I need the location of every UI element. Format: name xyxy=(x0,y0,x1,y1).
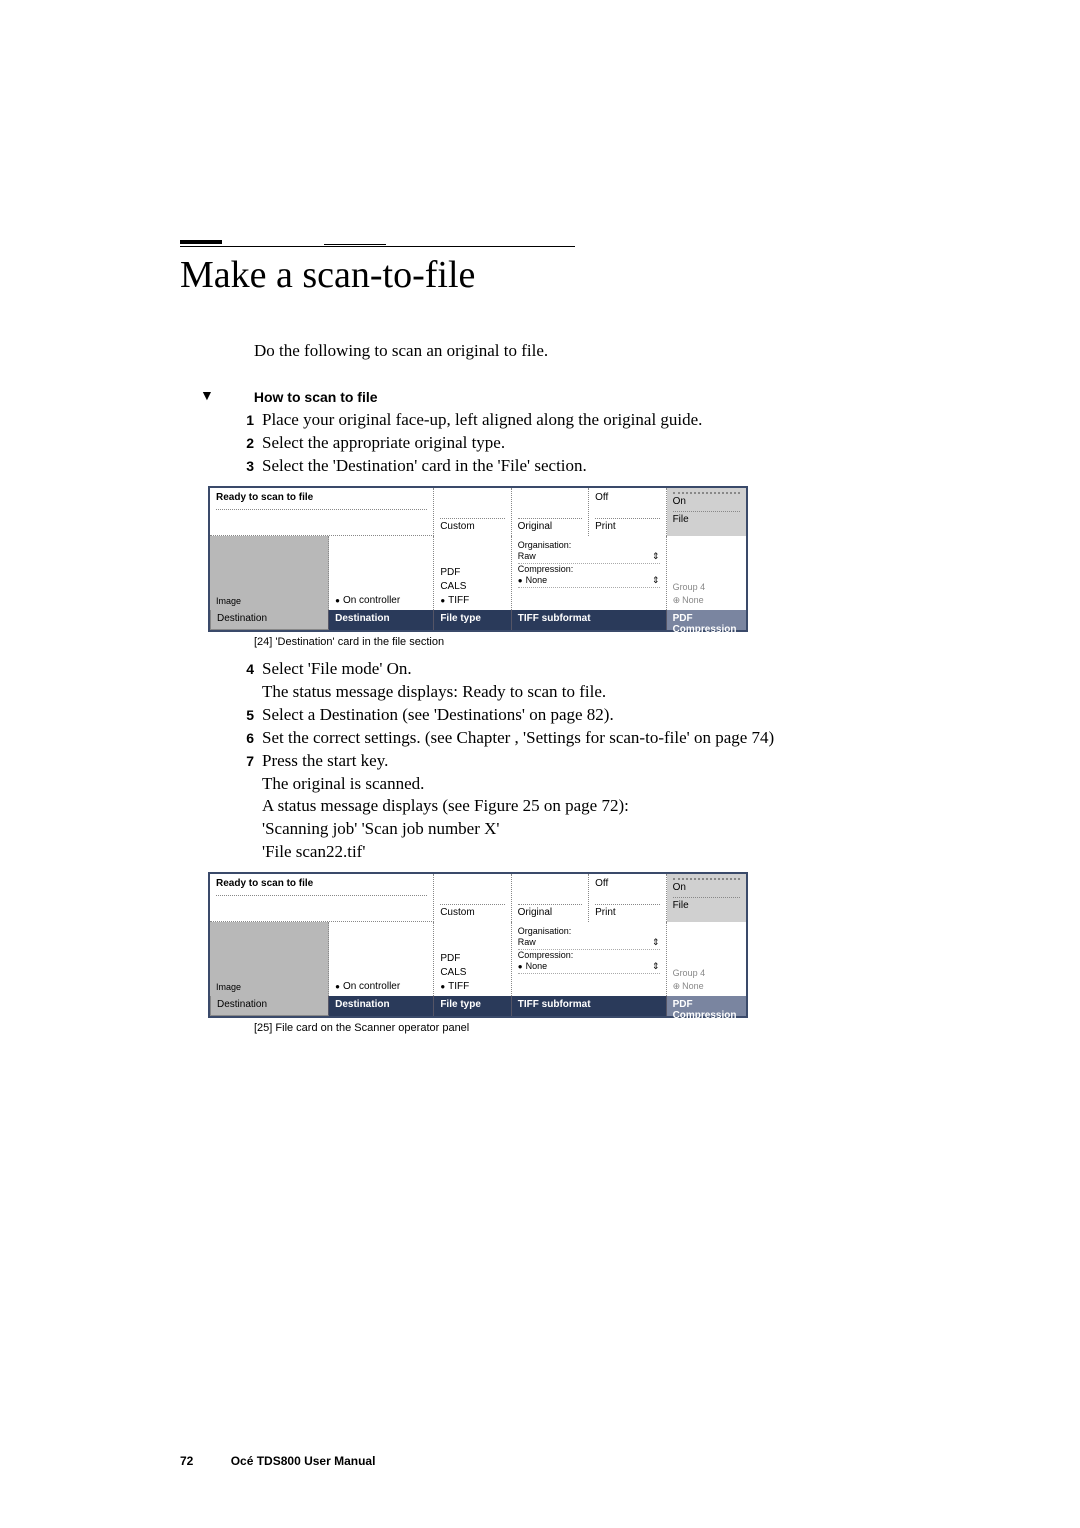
panel-bottom-tabs: Destination Destination File type TIFF s… xyxy=(210,996,746,1016)
tab-pdf-compression: PDF Compression xyxy=(667,996,746,1016)
mid-image: Image xyxy=(210,922,329,996)
step-number: 1 xyxy=(230,409,254,432)
ready-cell: Ready to scan to file xyxy=(210,488,434,536)
step-item: 6 Set the correct settings. (see Chapter … xyxy=(230,727,920,750)
tab-custom: Custom xyxy=(434,488,511,536)
mid-subformat: Organisation: Raw Compression: None xyxy=(512,536,667,610)
tab-file: On File xyxy=(667,874,746,922)
step-item: 1 Place your original face-up, left align… xyxy=(230,409,920,432)
tab-original: Original xyxy=(512,488,589,536)
step-item: 3 Select the 'Destination' card in the 'F… xyxy=(230,455,920,478)
step-text: Press the start key. The original is sca… xyxy=(262,750,920,865)
tab-print: Off Print xyxy=(589,488,666,536)
scanner-panel: Ready to scan to file Custom Original Of… xyxy=(208,872,748,1018)
procedure-header: ▼ How to scan to file xyxy=(200,389,920,405)
mid-image: Image xyxy=(210,536,329,610)
panel-mid-row: Image On controller PDF CALS TIFF Organi… xyxy=(210,536,746,610)
mid-subformat: Organisation: Raw Compression: None xyxy=(512,922,667,996)
tab-print: Off Print xyxy=(589,874,666,922)
mid-filetype: PDF CALS TIFF xyxy=(434,922,511,996)
figure-24-caption: [24] 'Destination' card in the file sect… xyxy=(254,636,920,648)
mid-on-controller: On controller xyxy=(329,536,434,610)
lock-icon xyxy=(673,981,683,991)
tab-pdf-compression: PDF Compression xyxy=(667,610,746,630)
step-item: 7Press the start key. The original is sc… xyxy=(230,750,920,865)
tab-filetype: File type xyxy=(434,610,511,630)
title-rule-thin xyxy=(324,244,386,245)
panel-top-row: Ready to scan to file Custom Original Of… xyxy=(210,874,746,922)
step-text: Set the correct settings. (see Chapter ,… xyxy=(262,727,920,750)
tab-destination-inactive: Destination xyxy=(210,996,329,1016)
step-number: 4 xyxy=(230,658,254,704)
procedure-marker-icon: ▼ xyxy=(200,389,214,405)
manual-name: Océ TDS800 User Manual xyxy=(231,1454,376,1468)
procedure-label: How to scan to file xyxy=(254,389,378,405)
step-item: 2 Select the appropriate original type. xyxy=(230,432,920,455)
step-text: Select a Destination (see 'Destinations'… xyxy=(262,704,920,727)
intro-text: Do the following to scan an original to … xyxy=(254,341,920,361)
ready-text: Ready to scan to file xyxy=(216,878,427,896)
step-number: 2 xyxy=(230,432,254,455)
tab-file: On File xyxy=(667,488,746,536)
tab-destination-active: Destination xyxy=(329,610,434,630)
mid-pdf-compression: Group 4 None xyxy=(667,536,746,610)
figure-24: Ready to scan to file Custom Original Of… xyxy=(208,486,920,632)
ready-text: Ready to scan to file xyxy=(216,492,427,510)
ready-cell: Ready to scan to file xyxy=(210,874,434,922)
scanner-panel: Ready to scan to file Custom Original Of… xyxy=(208,486,748,632)
mid-pdf-compression: Group 4 None xyxy=(667,922,746,996)
step-number: 6 xyxy=(230,727,254,750)
panel-mid-row: Image On controller PDF CALS TIFF Organi… xyxy=(210,922,746,996)
step-number: 3 xyxy=(230,455,254,478)
step-text: Select the appropriate original type. xyxy=(262,432,920,455)
mid-filetype: PDF CALS TIFF xyxy=(434,536,511,610)
tab-destination-inactive: Destination xyxy=(210,610,329,630)
tab-tiff-subformat: TIFF subformat xyxy=(512,610,667,630)
lock-icon xyxy=(673,595,683,605)
tab-tiff-subformat: TIFF subformat xyxy=(512,996,667,1016)
page-title: Make a scan-to-file xyxy=(180,246,575,297)
step-item: 4Select 'File mode' On. The status messa… xyxy=(230,658,920,704)
panel-bottom-tabs: Destination Destination File type TIFF s… xyxy=(210,610,746,630)
steps-list-b: 4Select 'File mode' On. The status messa… xyxy=(230,658,920,864)
tab-filetype: File type xyxy=(434,996,511,1016)
step-item: 5 Select a Destination (see 'Destinations… xyxy=(230,704,920,727)
step-number: 7 xyxy=(230,750,254,865)
tab-custom: Custom xyxy=(434,874,511,922)
panel-top-row: Ready to scan to file Custom Original Of… xyxy=(210,488,746,536)
figure-25-caption: [25] File card on the Scanner operator p… xyxy=(254,1022,920,1034)
figure-25: Ready to scan to file Custom Original Of… xyxy=(208,872,920,1018)
steps-list-a: 1 Place your original face-up, left align… xyxy=(230,409,920,478)
step-number: 5 xyxy=(230,704,254,727)
step-text: Select 'File mode' On. The status messag… xyxy=(262,658,920,704)
step-text: Select the 'Destination' card in the 'Fi… xyxy=(262,455,920,478)
page-footer: 72 Océ TDS800 User Manual xyxy=(180,1454,375,1468)
tab-original: Original xyxy=(512,874,589,922)
step-text: Place your original face-up, left aligne… xyxy=(262,409,920,432)
tab-destination-active: Destination xyxy=(329,996,434,1016)
mid-on-controller: On controller xyxy=(329,922,434,996)
title-rule xyxy=(180,240,222,244)
page-number: 72 xyxy=(180,1454,193,1468)
